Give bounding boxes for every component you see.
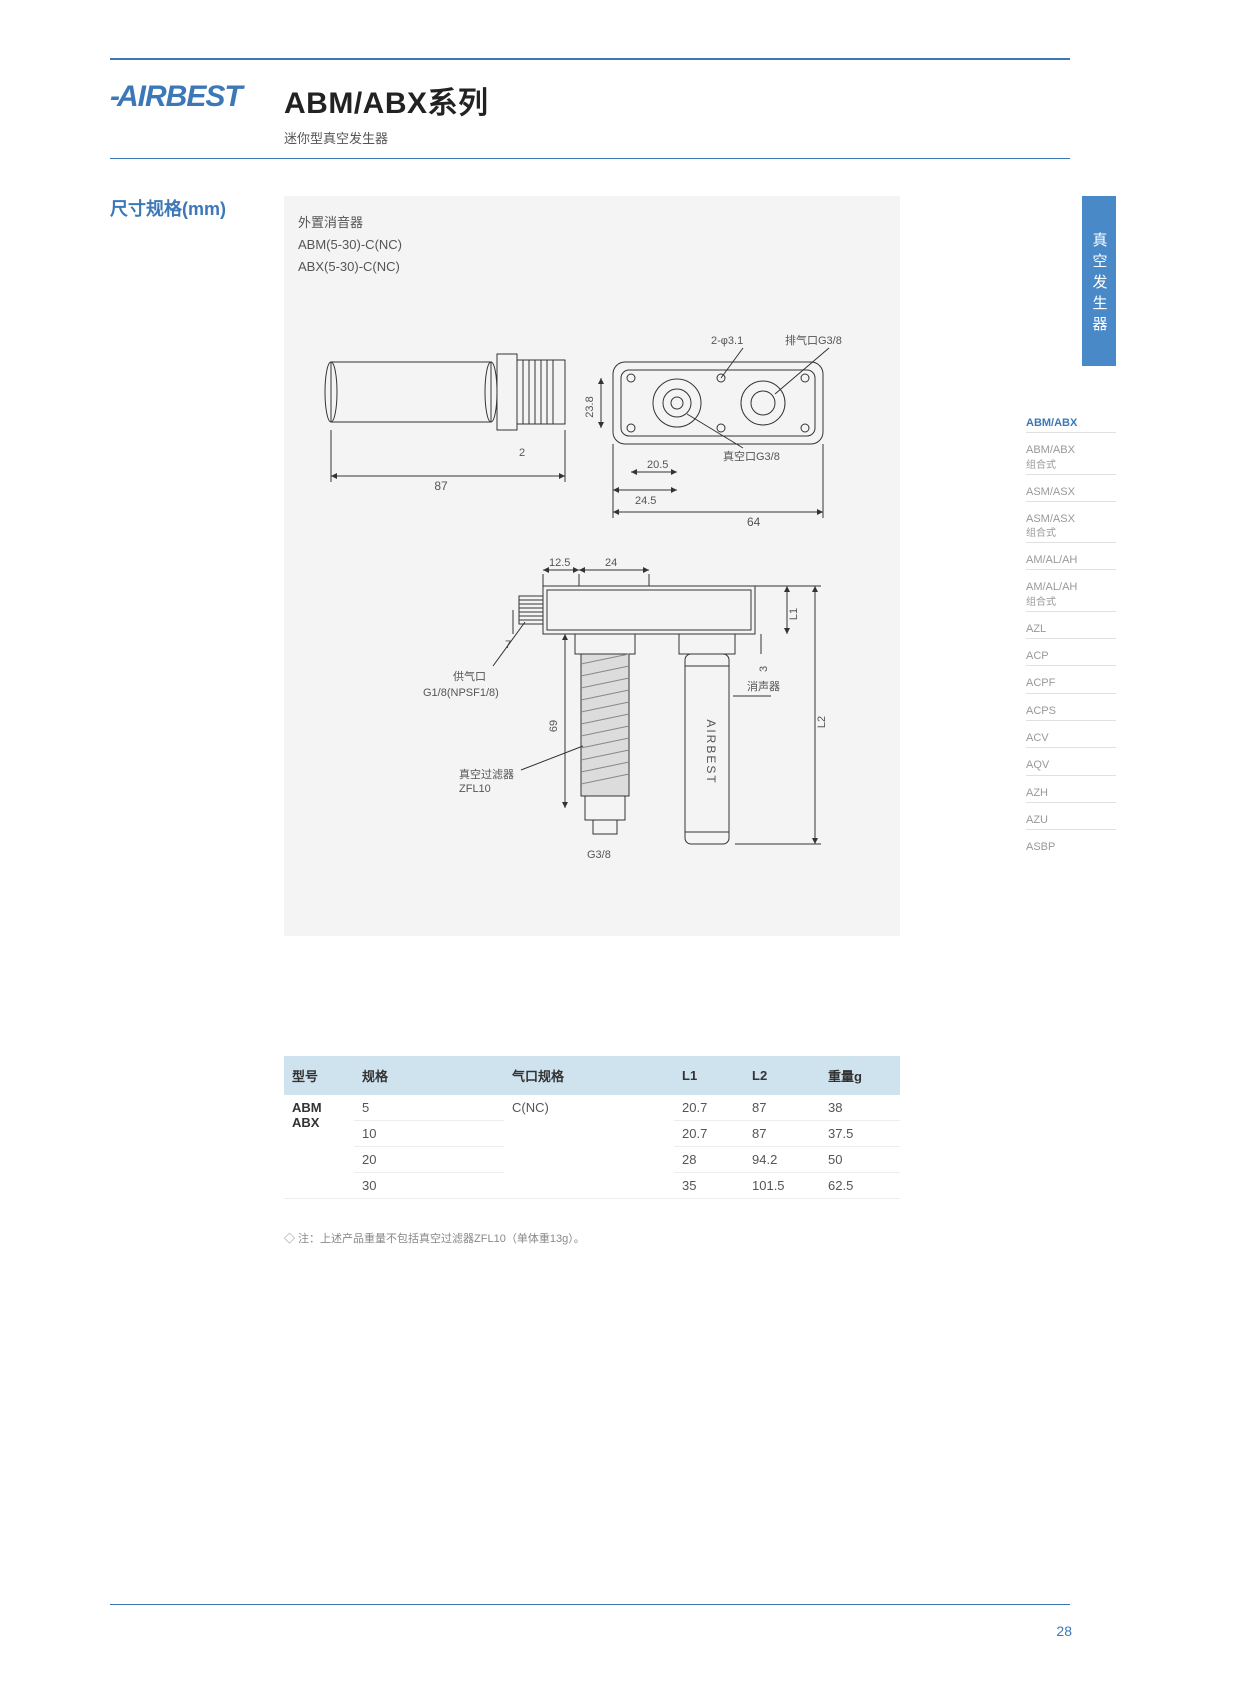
technical-drawing: 2 87 2-φ3. <box>297 306 887 926</box>
sidebar-item[interactable]: ASM/ASX组合式 <box>1026 501 1116 542</box>
sidebar-tab: 真空发生器 <box>1082 196 1116 366</box>
sidebar-item[interactable]: AZU <box>1026 802 1116 829</box>
spec-table: 型号规格气口规格L1L2重量g ABMABX5C(NC)20.787381020… <box>284 1056 900 1199</box>
sidebar-item-sub: 组合式 <box>1026 459 1116 472</box>
svg-text:69: 69 <box>548 720 560 732</box>
bottom-rule <box>110 1604 1070 1605</box>
svg-text:2-φ3.1: 2-φ3.1 <box>711 335 743 347</box>
svg-text:供气口: 供气口 <box>453 669 486 683</box>
svg-text:3: 3 <box>758 666 770 672</box>
page-number: 28 <box>1056 1623 1072 1639</box>
weight-cell: 62.5 <box>820 1173 900 1199</box>
sidebar-item[interactable]: ACPF <box>1026 665 1116 692</box>
sidebar-item[interactable]: ASM/ASX <box>1026 474 1116 501</box>
svg-text:L1: L1 <box>788 608 800 620</box>
svg-text:12.5: 12.5 <box>549 557 570 569</box>
diagram-header: 外置消音器 ABM(5-30)-C(NC) ABX(5-30)-C(NC) <box>284 196 900 294</box>
svg-text:ZFL10: ZFL10 <box>459 783 491 795</box>
sidebar-item[interactable]: AM/AL/AH组合式 <box>1026 569 1116 610</box>
svg-text:2: 2 <box>519 447 525 459</box>
sidebar-item[interactable]: ASBP <box>1026 829 1116 856</box>
weight-cell: 37.5 <box>820 1121 900 1147</box>
spec-cell: 10 <box>354 1121 504 1147</box>
sidebar-item-sub: 组合式 <box>1026 527 1116 540</box>
table-header: 气口规格 <box>504 1056 674 1095</box>
l1-cell: 20.7 <box>674 1095 744 1121</box>
title-block: ABM/ABX系列 迷你型真空发生器 <box>284 78 489 147</box>
sidebar-item[interactable]: AQV <box>1026 747 1116 774</box>
sidebar-item[interactable]: AZL <box>1026 611 1116 638</box>
l1-cell: 28 <box>674 1147 744 1173</box>
diagram-header-line: ABX(5-30)-C(NC) <box>298 256 886 278</box>
table-header: 重量g <box>820 1056 900 1095</box>
sidebar-item[interactable]: AZH <box>1026 775 1116 802</box>
svg-text:排气口G3/8: 排气口G3/8 <box>785 333 842 347</box>
table-header: L1 <box>674 1056 744 1095</box>
l1-cell: 35 <box>674 1173 744 1199</box>
svg-text:24: 24 <box>605 557 617 569</box>
l2-cell: 94.2 <box>744 1147 820 1173</box>
svg-text:G3/8: G3/8 <box>587 849 611 861</box>
sidebar-item[interactable]: ACP <box>1026 638 1116 665</box>
svg-text:24.5: 24.5 <box>635 495 656 507</box>
top-rule <box>110 58 1070 60</box>
sidebar-item[interactable]: ABM/ABX组合式 <box>1026 432 1116 473</box>
svg-text:真空口G3/8: 真空口G3/8 <box>723 449 780 463</box>
weight-cell: 38 <box>820 1095 900 1121</box>
sidebar-item[interactable]: ABM/ABX <box>1026 416 1116 432</box>
model-cell: ABMABX <box>284 1095 354 1199</box>
svg-text:L2: L2 <box>816 716 828 728</box>
diagram-area: 外置消音器 ABM(5-30)-C(NC) ABX(5-30)-C(NC) 2 <box>284 196 900 936</box>
section-label: 尺寸规格(mm) <box>110 195 226 221</box>
l2-cell: 87 <box>744 1121 820 1147</box>
table-header: L2 <box>744 1056 820 1095</box>
sidebar-item[interactable]: ACPS <box>1026 693 1116 720</box>
weight-cell: 50 <box>820 1147 900 1173</box>
table-header: 型号 <box>284 1056 354 1095</box>
footnote: ◇ 注：上述产品重量不包括真空过滤器ZFL10（单体重13g）。 <box>284 1230 585 1246</box>
svg-text:真空过滤器: 真空过滤器 <box>459 767 514 781</box>
svg-text:87: 87 <box>434 479 448 493</box>
l1-cell: 20.7 <box>674 1121 744 1147</box>
spec-cell: 30 <box>354 1173 504 1199</box>
spec-cell: 20 <box>354 1147 504 1173</box>
sidebar-nav: ABM/ABXABM/ABX组合式ASM/ASXASM/ASX组合式AM/AL/… <box>1026 416 1116 856</box>
sidebar-item-sub: 组合式 <box>1026 596 1116 609</box>
page-title: ABM/ABX系列 <box>284 78 489 122</box>
diagram-header-line: 外置消音器 <box>298 212 886 234</box>
brand-logo: -AIRBEST <box>110 80 242 114</box>
svg-text:64: 64 <box>747 515 761 529</box>
page-subtitle: 迷你型真空发生器 <box>284 128 489 147</box>
l2-cell: 87 <box>744 1095 820 1121</box>
table-header: 规格 <box>354 1056 504 1095</box>
sidebar-item[interactable]: AM/AL/AH <box>1026 542 1116 569</box>
diagram-header-line: ABM(5-30)-C(NC) <box>298 234 886 256</box>
spec-cell: 5 <box>354 1095 504 1121</box>
port-cell: C(NC) <box>504 1095 674 1199</box>
svg-text:AIRBEST: AIRBEST <box>704 720 718 785</box>
sidebar-item[interactable]: ACV <box>1026 720 1116 747</box>
svg-text:G1/8(NPSF1/8): G1/8(NPSF1/8) <box>423 687 499 699</box>
l2-cell: 101.5 <box>744 1173 820 1199</box>
svg-text:20.5: 20.5 <box>647 459 668 471</box>
svg-text:23.8: 23.8 <box>584 397 596 418</box>
table-row: ABMABX5C(NC)20.78738 <box>284 1095 900 1121</box>
mid-rule <box>110 158 1070 159</box>
svg-text:消声器: 消声器 <box>747 679 780 693</box>
